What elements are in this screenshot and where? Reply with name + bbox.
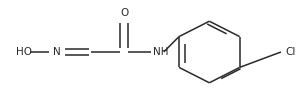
Text: NH: NH [153, 47, 169, 57]
Text: N: N [53, 47, 61, 57]
Text: HO: HO [16, 47, 32, 57]
Text: Cl: Cl [285, 47, 296, 57]
Text: O: O [120, 8, 128, 18]
